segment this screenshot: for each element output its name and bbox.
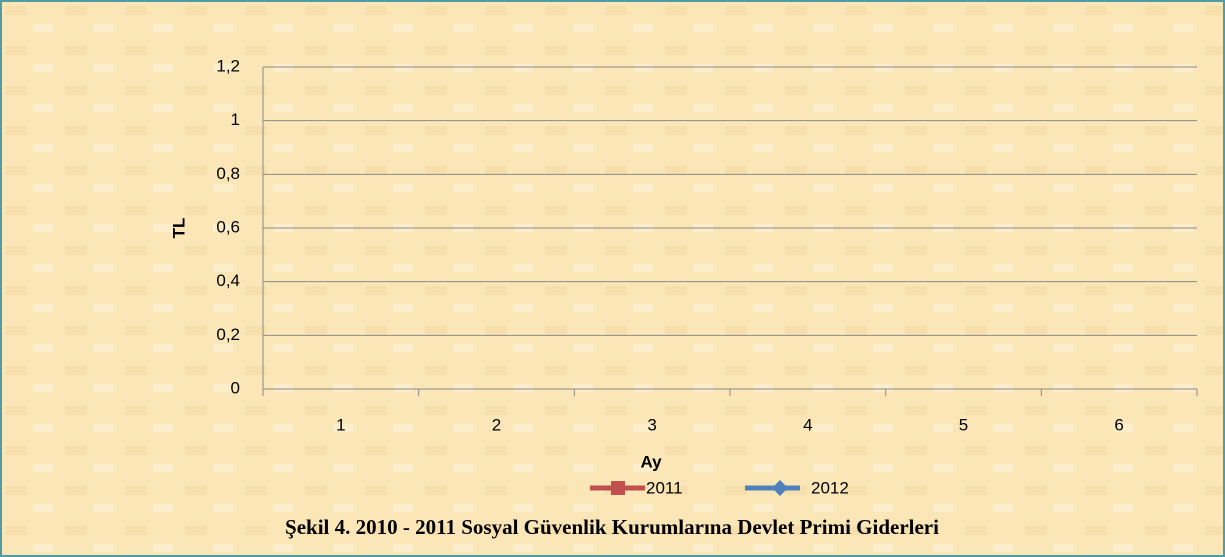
x-tick-label: 4 [803, 415, 812, 434]
x-tick-label: 5 [959, 415, 968, 434]
x-axis-title: Ay [640, 452, 662, 471]
y-tick-label: 0 [231, 378, 240, 397]
x-tick-label: 1 [336, 415, 345, 434]
y-tick-label: 1,2 [216, 56, 240, 75]
y-axis-title: TL [169, 218, 188, 239]
y-tick-label: 0,8 [216, 164, 240, 183]
y-tick-label: 0,6 [216, 217, 240, 236]
y-tick-label: 0,4 [216, 271, 240, 290]
legend-marker [611, 481, 625, 495]
y-tick-label: 0,2 [216, 325, 240, 344]
y-tick-label: 1 [231, 110, 240, 129]
caption: Şekil 4. 2010 - 2011 Sosyal Güvenlik Kur… [285, 515, 939, 539]
x-tick-label: 3 [647, 415, 656, 434]
legend-marker [772, 480, 788, 496]
x-tick-label: 6 [1114, 415, 1123, 434]
legend-label: 2012 [811, 478, 849, 497]
legend-label: 2011 [646, 478, 683, 497]
x-tick-label: 2 [492, 415, 501, 434]
